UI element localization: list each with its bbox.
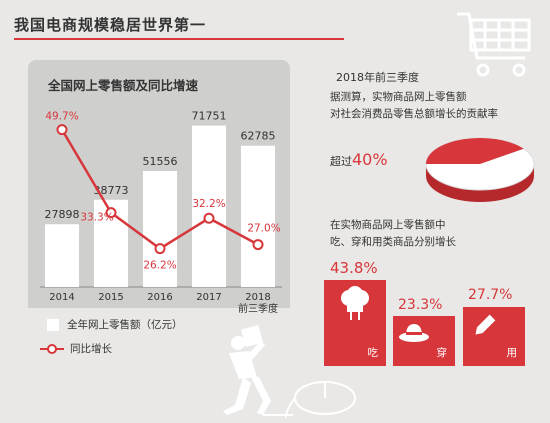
right-desc-line1: 据测算，实物商品网上零售额	[330, 91, 467, 103]
growth-label-1: 33.3%	[80, 212, 113, 224]
shopping-cart-icon	[457, 12, 531, 77]
growth-point-0	[56, 124, 68, 136]
bar-4	[241, 145, 275, 287]
legend-line: 同比增长	[40, 341, 112, 356]
growth-label-4: 27.0%	[247, 223, 280, 235]
contribution-label: 超过	[330, 155, 352, 168]
growth-label-0: 49.7%	[45, 111, 78, 123]
category-wear-label: 穿	[436, 347, 448, 359]
contribution-callout: 超过40%	[330, 150, 388, 169]
legend-bar-swatch	[47, 318, 59, 331]
chart-title: 全国网上零售额及同比增速	[48, 78, 199, 93]
x-tick-label-1: 2015	[98, 292, 123, 303]
bar-0	[45, 224, 79, 287]
bar-2	[143, 170, 177, 287]
category-use-label: 用	[506, 347, 518, 359]
x-tick-label-4: 2018	[245, 292, 270, 303]
category-desc-line1: 在实物商品网上零售额中	[330, 219, 446, 231]
mouse-icon	[285, 381, 356, 418]
bar-label-0: 27898	[45, 208, 80, 221]
growth-point-3	[203, 212, 215, 224]
x-tick-label-3: 2017	[196, 292, 221, 303]
growth-label-3: 32.2%	[192, 198, 225, 210]
x-tick-label-2: 2016	[147, 292, 172, 303]
right-description: 据测算，实物商品网上零售额 对社会消费品零售总额增长的贡献率	[330, 89, 498, 123]
legend-bar: 全年网上零售额（亿元）	[47, 317, 183, 332]
bar-label-1: 38773	[94, 184, 129, 197]
bar-label-2: 51556	[143, 155, 178, 168]
growth-label-2: 26.2%	[143, 260, 176, 272]
pie-slice-share	[426, 138, 524, 164]
x-tick-label-4-sub: 前三季度	[238, 302, 278, 315]
shopper-illustration	[223, 324, 293, 416]
pencil-icon	[475, 314, 496, 335]
x-tick-label-0: 2014	[49, 292, 74, 303]
category-wear-pct: 23.3%	[398, 297, 443, 313]
category-use-pct: 27.7%	[468, 287, 513, 303]
chef-hat-icon	[341, 286, 369, 320]
page-title: 我国电商规模稳居世界第一	[14, 16, 207, 34]
legend-line-swatch	[40, 343, 64, 354]
category-eat-box: 吃	[324, 280, 386, 366]
category-wear-box: 穿	[393, 316, 455, 366]
right-desc-line2: 对社会消费品零售总额增长的贡献率	[330, 108, 498, 120]
legend-line-label: 同比增长	[70, 343, 112, 355]
category-desc-line2: 吃、穿和用类商品分别增长	[330, 236, 456, 248]
bar-label-4: 62785	[241, 130, 276, 143]
contribution-value: 40%	[352, 150, 388, 169]
category-use-box: 用	[463, 307, 525, 366]
hat-icon	[399, 324, 429, 342]
category-eat-pct: 43.8%	[330, 259, 378, 277]
growth-point-1	[105, 207, 117, 219]
growth-point-2	[154, 243, 166, 255]
bar-3	[192, 125, 226, 288]
contribution-pie	[425, 137, 535, 202]
category-eat-label: 吃	[367, 347, 379, 359]
category-description: 在实物商品网上零售额中 吃、穿和用类商品分别增长	[330, 217, 456, 251]
right-year: 2018年前三季度	[336, 71, 419, 84]
sales-chart: 27898 38773 51556 71751 62785 49.7% 33.3% 26.2%…	[40, 110, 282, 315]
growth-point-4	[252, 239, 264, 251]
title-underline	[14, 38, 344, 40]
legend-bar-label: 全年网上零售额（亿元）	[67, 319, 183, 331]
bar-label-3: 71751	[192, 110, 227, 123]
